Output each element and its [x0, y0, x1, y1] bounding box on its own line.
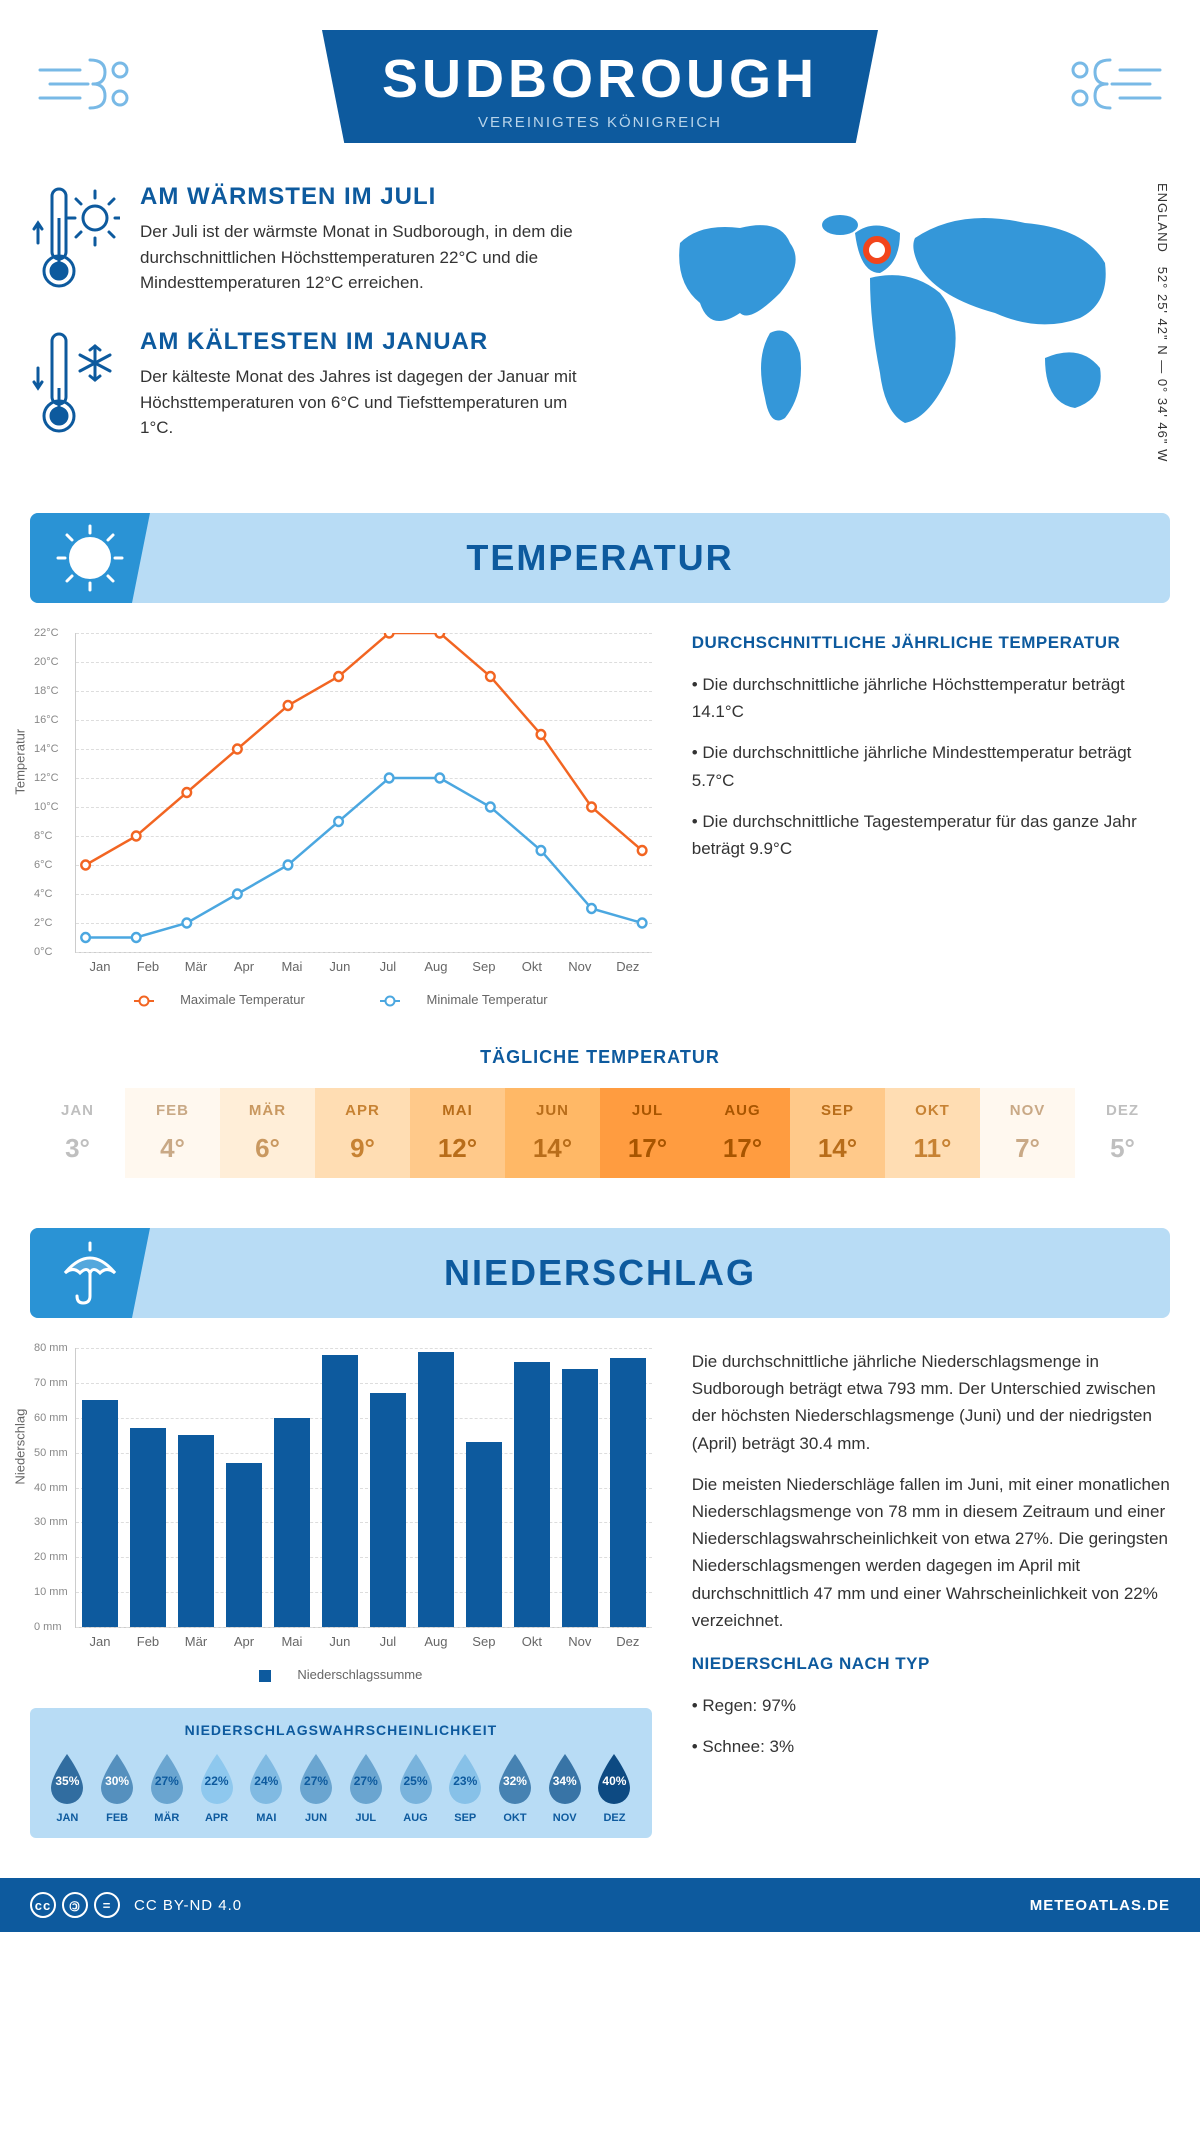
precipitation-text: Die durchschnittliche jährliche Niedersc… [692, 1348, 1170, 1838]
daily-temperature: TÄGLICHE TEMPERATUR JAN3°FEB4°MÄR6°APR9°… [30, 1047, 1170, 1178]
fact-cold-title: AM KÄLTESTEN IM JANUAR [140, 328, 580, 356]
section-niederschlag-header: NIEDERSCHLAG [30, 1228, 1170, 1318]
thermometer-sun-icon [30, 183, 120, 298]
fact-coldest: AM KÄLTESTEN IM JANUAR Der kälteste Mona… [30, 328, 580, 443]
intro-section: AM WÄRMSTEN IM JULI Der Juli ist der wär… [30, 183, 1170, 473]
precipitation-probability: NIEDERSCHLAGSWAHRSCHEINLICHKEIT 35%JAN30… [30, 1708, 652, 1838]
temperature-chart: Temperatur 0°C2°C4°C6°C8°C10°C12°C14°C16… [30, 633, 652, 1007]
umbrella-icon [30, 1228, 150, 1318]
temperature-summary: DURCHSCHNITTLICHE JÄHRLICHE TEMPERATUR •… [692, 633, 1170, 1007]
license-text: CC BY-ND 4.0 [134, 1897, 242, 1914]
fact-warm-title: AM WÄRMSTEN IM JULI [140, 183, 580, 211]
page-header: SUDBOROUGH VEREINIGTES KÖNIGREICH [30, 30, 1170, 143]
cc-icons: cc🄯= [30, 1892, 120, 1918]
chart-legend: Niederschlagssumme [30, 1667, 652, 1682]
page-title: SUDBOROUGH [382, 48, 818, 110]
chart-legend: Maximale Temperatur Minimale Temperatur [30, 992, 652, 1007]
fact-warmest: AM WÄRMSTEN IM JULI Der Juli ist der wär… [30, 183, 580, 298]
page-footer: cc🄯= CC BY-ND 4.0 METEOATLAS.DE [0, 1878, 1200, 1932]
section-title: NIEDERSCHLAG [54, 1252, 1146, 1294]
title-banner: SUDBOROUGH VEREINIGTES KÖNIGREICH [322, 30, 878, 143]
site-name: METEOATLAS.DE [1030, 1897, 1170, 1914]
coordinates: ENGLAND 52° 25' 42" N — 0° 34' 46" W [1155, 183, 1170, 462]
thermometer-snow-icon [30, 328, 120, 443]
page-subtitle: VEREINIGTES KÖNIGREICH [382, 114, 818, 131]
precipitation-chart: Niederschlag 0 mm10 mm20 mm30 mm40 mm50 … [30, 1348, 652, 1682]
wind-icon [30, 40, 150, 135]
fact-warm-text: Der Juli ist der wärmste Monat in Sudbor… [140, 219, 580, 296]
wind-icon [1050, 40, 1170, 135]
section-title: TEMPERATUR [54, 537, 1146, 579]
world-map [620, 183, 1140, 448]
sun-icon [30, 513, 150, 603]
fact-cold-text: Der kälteste Monat des Jahres ist dagege… [140, 364, 580, 441]
section-temperatur-header: TEMPERATUR [30, 513, 1170, 603]
